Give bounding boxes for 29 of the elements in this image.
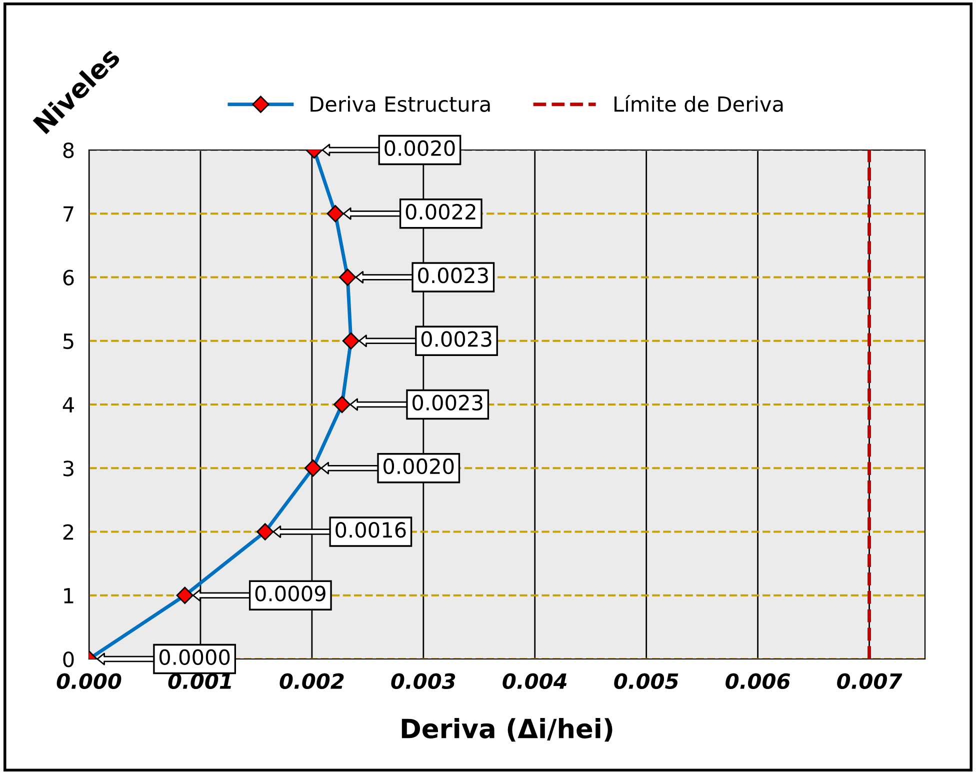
- x-tick-label: 0.003: [391, 673, 456, 690]
- data-label: 0.0000: [159, 649, 230, 666]
- data-label: 0.0023: [418, 268, 488, 284]
- y-tick-label: 3: [63, 460, 74, 476]
- x-tick-label: 0.000: [56, 673, 122, 690]
- y-tick-label: 2: [63, 524, 74, 540]
- data-label: 0.0023: [412, 394, 482, 411]
- data-label: 0.0020: [384, 140, 455, 156]
- y-tick-label: 4: [62, 397, 74, 412]
- y-tick-label: 7: [64, 206, 74, 222]
- y-tick-label: 0: [63, 651, 74, 668]
- data-label: 0.0016: [336, 522, 406, 538]
- x-tick-label: 0.005: [614, 673, 678, 690]
- legend-label: Límite de Deriva: [614, 94, 783, 112]
- data-label: 0.0020: [384, 458, 454, 474]
- x-tick-label: 0.007: [837, 673, 902, 690]
- y-tick-label: 8: [63, 142, 74, 158]
- x-tick-label: 0.004: [502, 673, 567, 690]
- y-tick-label: 6: [63, 270, 74, 286]
- legend-label: Deriva Estructura: [310, 96, 490, 112]
- x-tick-label: 0.001: [168, 673, 231, 690]
- x-axis-title: Deriva (Δi/hei): [402, 718, 612, 742]
- y-tick-label: 5: [63, 334, 74, 350]
- data-label: 0.0022: [406, 204, 476, 220]
- x-tick-label: 0.002: [280, 673, 344, 690]
- y-tick-label: 1: [64, 588, 74, 604]
- data-label: 0.0023: [421, 331, 492, 347]
- x-tick-label: 0.006: [726, 673, 790, 690]
- data-label: 0.0009: [255, 586, 326, 602]
